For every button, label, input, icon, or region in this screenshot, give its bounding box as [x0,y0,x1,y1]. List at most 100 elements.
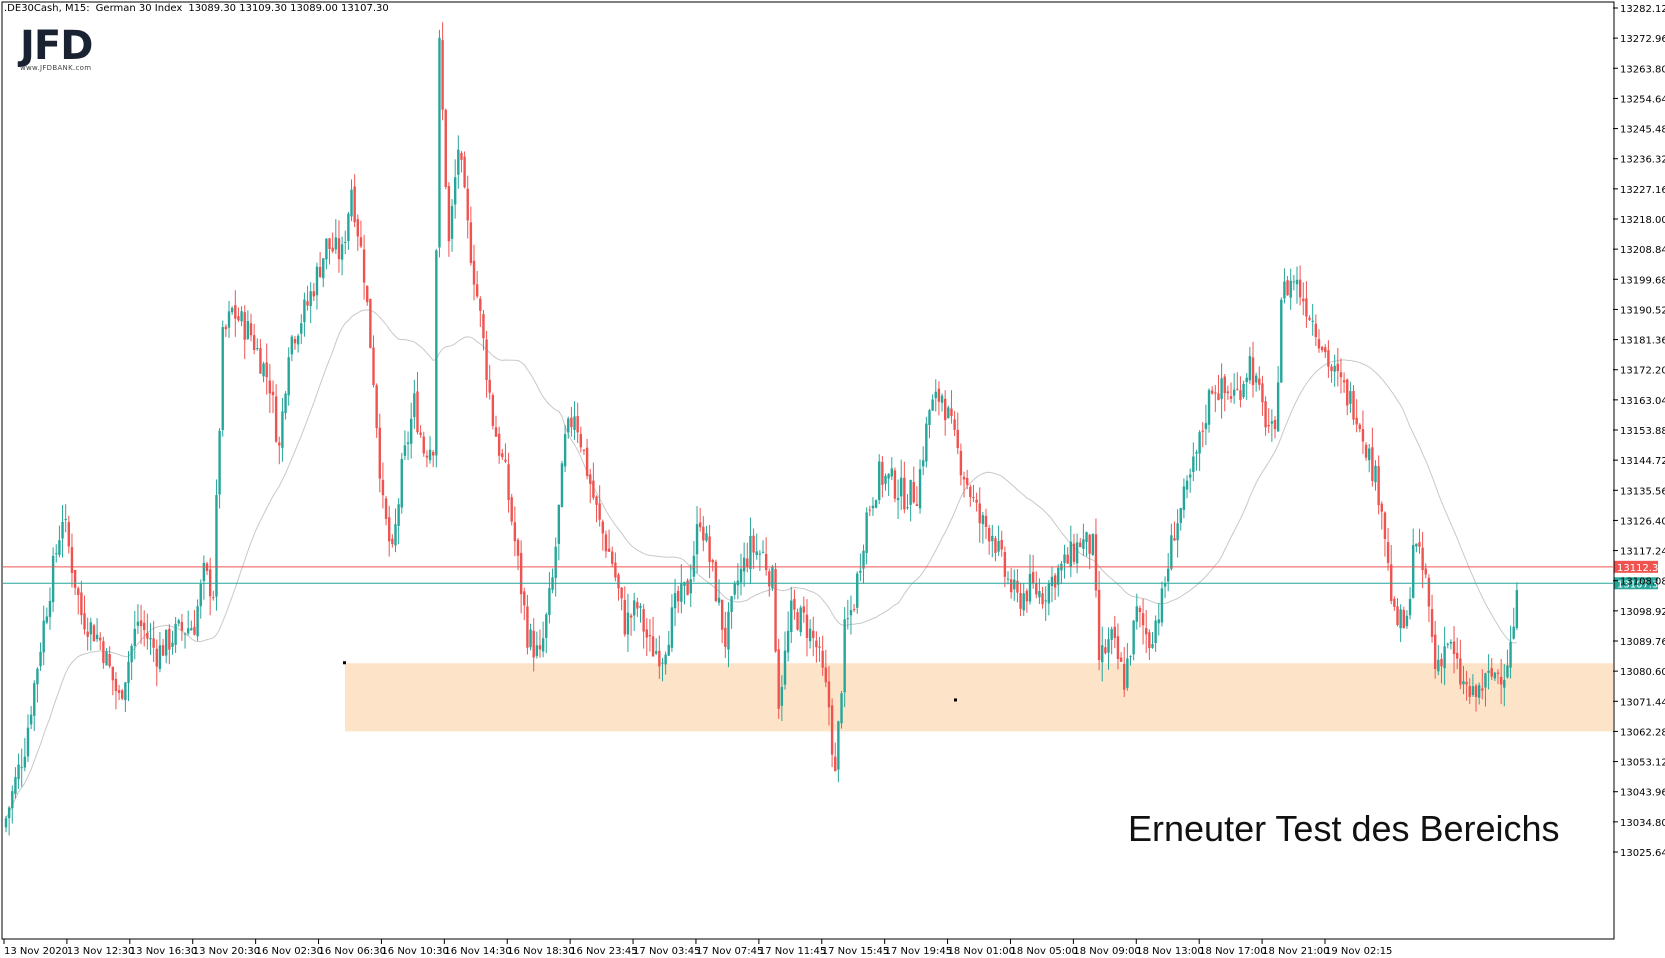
y-tick-label: 13172.20 [1620,366,1665,377]
candle-body [529,629,532,648]
candle-body [1462,681,1465,685]
candle-body [510,497,513,522]
candle [620,587,623,611]
candle-body [45,616,49,623]
candle-body [1119,657,1123,662]
candle-body [1471,686,1475,695]
candle-body [771,566,774,588]
candle [758,550,762,571]
candle-body [1201,430,1204,432]
candle-body [460,152,463,160]
candle-body [92,625,96,642]
candle [764,537,768,576]
candle-body [1393,598,1396,607]
candle [1097,570,1101,671]
y-tick-label: 13153.88 [1620,426,1665,437]
candle [582,449,586,455]
candle-body [909,479,912,505]
candle-body [1346,379,1349,406]
candle [337,220,341,273]
candle [573,401,576,440]
y-tick-label: 13089.76 [1620,637,1665,648]
candle-body [1009,579,1013,593]
candle [1223,373,1226,412]
candle [1053,572,1057,600]
candle-body [1075,542,1079,564]
candle [70,533,74,588]
candle-body [686,580,689,596]
candle [991,524,994,558]
candle-body [749,535,752,570]
y-tick-label: 13108.08 [1620,577,1665,588]
candle-body [1094,534,1098,591]
candle [300,314,303,344]
candle-body [642,609,645,632]
candle [130,643,133,681]
candle-body [1383,512,1387,540]
candle [61,505,64,558]
candle-body [633,600,636,616]
candle [1302,282,1305,316]
candle [516,537,520,571]
candle-body [1267,424,1270,427]
candle-body [312,291,316,297]
candle [325,238,328,270]
candle [1035,571,1038,599]
candle [372,335,375,388]
candle [1135,593,1138,630]
candle [1154,615,1157,652]
candle-body [149,637,152,640]
candle [1443,626,1446,686]
candle [921,446,925,476]
candle-body [290,336,294,355]
candle-body [77,588,80,595]
candle-body [1157,619,1160,624]
candle-body [1352,391,1355,420]
candle [127,651,130,702]
candle-body [425,455,429,458]
candle [1452,626,1456,674]
candle-body [55,553,58,555]
candle-body [309,291,312,307]
candle [425,450,429,468]
candle-body [1295,279,1299,285]
candle-body [1430,609,1434,637]
candle-body [180,621,184,631]
candle [1481,669,1484,700]
candle-body [805,614,809,638]
candle-body [664,654,667,665]
candle [180,614,184,641]
candle [1333,354,1336,387]
candle-body [595,496,598,505]
candle [1295,266,1299,304]
candle [1157,603,1160,636]
price-axis[interactable]: 13282.12 13272.96 13263.80 13254.64 13245.48… [1613,4,1665,859]
candle-body [887,474,890,479]
candle-body [601,521,605,534]
candle-body [1013,579,1016,590]
candle [724,611,727,658]
candle-body [676,590,680,602]
candle-body [943,398,947,421]
candle [369,298,372,349]
candle-body [1223,376,1226,394]
candle-body [893,470,897,499]
candle-body [921,460,925,467]
candle-body [1003,551,1007,577]
candle [262,361,265,383]
candle [1270,409,1274,442]
candle-body [969,486,972,498]
candle [334,219,338,254]
candle-body [557,504,561,544]
candle [755,533,758,560]
candle [400,452,403,514]
candle [1427,574,1431,623]
candle [1342,372,1346,393]
candle-body [1270,421,1274,424]
candle [1041,586,1044,609]
candle-body [1188,474,1192,478]
candle-body [507,464,510,501]
